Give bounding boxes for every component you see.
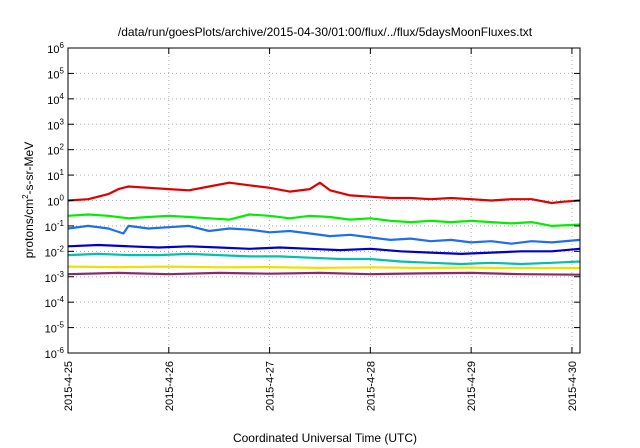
y-tick-label: 102: [47, 143, 64, 158]
y-tick-exponent: 2: [60, 143, 65, 152]
series-line-5: [67, 252, 581, 266]
y-tick-exponent: -4: [57, 295, 65, 304]
y-tick-exponent: 6: [60, 41, 65, 50]
y-tick-label: 10-4: [45, 295, 65, 310]
y-tick-label: 104: [47, 92, 64, 107]
y-tick-label: 10-1: [45, 219, 65, 234]
series-line-2: [67, 213, 581, 227]
y-tick-label: 10-2: [45, 244, 65, 259]
y-tick-base: 10: [45, 324, 57, 336]
y-tick-base: 10: [47, 69, 59, 81]
x-tick-label: 2015-4-25: [63, 361, 75, 411]
y-tick-base: 10: [47, 171, 59, 183]
y-tick-exponent: 0: [60, 194, 65, 203]
y-tick-base: 10: [47, 44, 59, 56]
y-tick-label: 103: [47, 117, 64, 132]
x-tick-label: 2015-4-30: [567, 361, 579, 411]
x-tick-label: 2015-4-26: [164, 361, 176, 411]
series-line-3: [67, 224, 581, 245]
y-tick-exponent: 3: [60, 117, 65, 126]
y-tick-exponent: 1: [60, 168, 65, 177]
series-line-7: [67, 271, 581, 276]
series-line-4: [67, 243, 581, 255]
y-tick-label: 100: [47, 194, 64, 209]
y-tick-base: 10: [47, 146, 59, 158]
chart-title: /data/run/goesPlots/archive/2015-04-30/0…: [118, 25, 533, 39]
y-tick-exponent: 4: [60, 92, 65, 101]
series-line-6: [67, 265, 581, 270]
y-tick-base: 10: [45, 222, 57, 234]
y-tick-label: 101: [47, 168, 64, 183]
y-tick-base: 10: [45, 298, 57, 310]
x-axis-label: Coordinated Universal Time (UTC): [233, 431, 417, 445]
x-tick-label: 2015-4-28: [365, 361, 377, 411]
y-tick-exponent: -1: [57, 219, 65, 228]
x-axis-ticks: 2015-4-25 2015-4-26 2015-4-27 2015-4-28 2015…: [63, 48, 579, 411]
y-tick-base: 10: [47, 95, 59, 107]
y-tick-label: 10-3: [45, 270, 65, 285]
y-tick-exponent: -2: [57, 244, 65, 253]
y-tick-base: 10: [45, 247, 57, 259]
y-tick-label: 106: [47, 41, 64, 56]
y-tick-base: 10: [47, 120, 59, 132]
y-tick-label: 10-5: [45, 321, 65, 336]
y-tick-base: 10: [45, 349, 57, 361]
y-tick-exponent: -6: [57, 346, 65, 355]
y-tick-label: 105: [47, 66, 64, 81]
y-tick-base: 10: [47, 197, 59, 209]
y-axis-ticks: 10-610-510-410-310-210-11001011021031041…: [45, 41, 580, 361]
x-tick-label: 2015-4-29: [466, 361, 478, 411]
series-layer: [67, 181, 581, 276]
y-tick-exponent: 5: [60, 66, 65, 75]
y-tick-exponent: -3: [57, 270, 65, 279]
y-tick-base: 10: [45, 273, 57, 285]
x-tick-label: 2015-4-27: [265, 361, 277, 411]
y-tick-label: 10-6: [45, 346, 65, 361]
y-tick-exponent: -5: [57, 321, 65, 330]
series-line-1: [67, 181, 581, 205]
y-axis-label: protons/cm2-s-sr-MeV: [21, 142, 36, 258]
